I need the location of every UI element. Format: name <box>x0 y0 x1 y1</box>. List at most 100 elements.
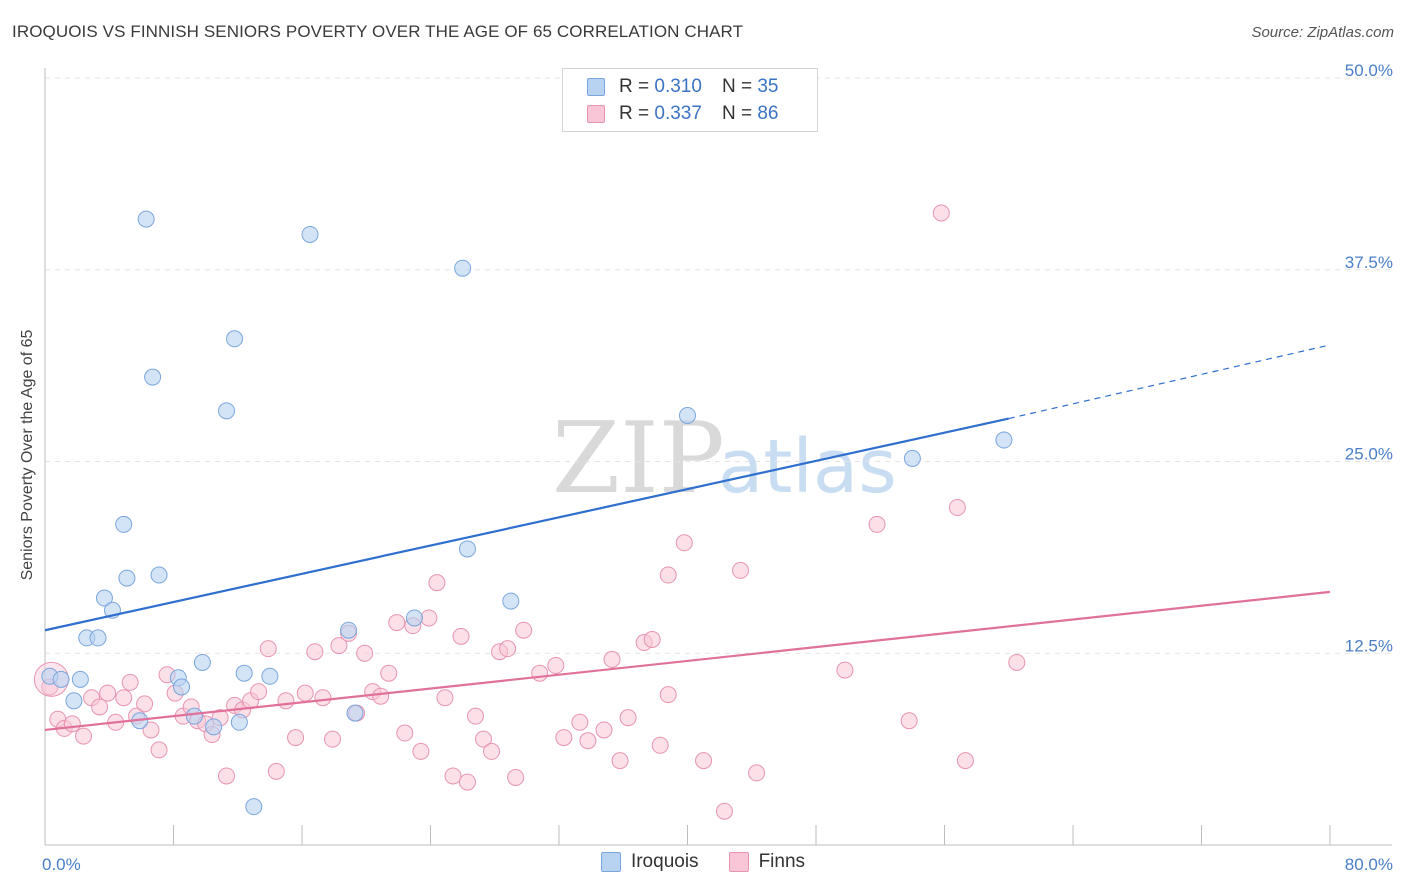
finns-point <box>356 644 374 662</box>
finns-point <box>1008 653 1026 671</box>
finns-point <box>91 698 109 716</box>
finns-point <box>675 534 693 552</box>
legend-n-value: 86 <box>757 103 779 124</box>
iroquois-point <box>995 431 1013 449</box>
iroquois-point <box>65 692 83 710</box>
legend-n-label: N = <box>721 103 753 124</box>
legend-row-iroquois: R = 0.310 N = 35 <box>587 75 778 99</box>
finns-trend-line <box>44 590 1331 732</box>
finns-point <box>659 686 677 704</box>
finns-point <box>330 637 348 655</box>
finns-point <box>63 715 81 733</box>
finns-point <box>579 732 597 750</box>
finns-point <box>150 741 168 759</box>
iroquois-swatch <box>600 852 621 872</box>
finns-point <box>715 802 733 820</box>
finns-point <box>651 736 669 754</box>
iroquois-point <box>235 664 253 682</box>
iroquois-trend-extension <box>1008 344 1331 420</box>
finns-point <box>314 689 332 707</box>
iroquois-point <box>115 515 133 533</box>
iroquois-swatch <box>587 78 605 96</box>
x-tick-label: 80.0% <box>1345 855 1393 874</box>
finns-point <box>900 712 918 730</box>
legend-item-iroquois: Iroquois <box>600 851 699 873</box>
finns-point <box>218 767 236 785</box>
y-tick-label: 25.0% <box>1345 445 1393 464</box>
legend-row-finns: R = 0.337 N = 86 <box>587 102 778 126</box>
finns-point <box>695 752 713 770</box>
x-tick-label: 0.0% <box>42 855 81 874</box>
finns-point <box>547 657 565 675</box>
iroquois-point <box>118 569 136 587</box>
iroquois-point <box>185 707 203 725</box>
finns-point <box>748 764 766 782</box>
watermark-atlas: atlas <box>718 424 897 510</box>
finns-point <box>619 709 637 727</box>
iroquois-point <box>458 540 476 558</box>
finns-point <box>932 204 950 222</box>
iroquois-point <box>903 449 921 467</box>
finns-point <box>99 684 117 702</box>
iroquois-point <box>405 609 423 627</box>
finns-point <box>571 713 589 731</box>
iroquois-point <box>226 330 244 348</box>
iroquois-point <box>245 798 263 816</box>
legend-r-label: R = <box>619 76 650 97</box>
y-tick-label: 37.5% <box>1345 253 1393 272</box>
legend-item-finns: Finns <box>728 851 806 873</box>
finns-point <box>659 566 677 584</box>
finns-point <box>136 695 154 713</box>
correlation-legend: R = 0.310 N = 35 R = 0.337 N = 86 <box>562 68 818 132</box>
series-legend: Iroquois Finns <box>0 851 1406 873</box>
legend-r-value: 0.310 <box>654 76 702 97</box>
iroquois-point <box>144 368 162 386</box>
source-credit: Source: ZipAtlas.com <box>1251 24 1394 41</box>
finns-point <box>306 643 324 661</box>
finns-point <box>836 661 854 679</box>
finns-point <box>142 721 160 739</box>
finns-point <box>428 574 446 592</box>
grid-lines <box>45 77 1392 654</box>
finns-point <box>380 664 398 682</box>
iroquois-point <box>137 210 155 228</box>
iroquois-point <box>173 678 191 696</box>
y-tick-label: 50.0% <box>1345 61 1393 80</box>
finns-point <box>324 730 342 748</box>
iroquois-point <box>301 225 319 243</box>
iroquois-point <box>340 621 358 639</box>
finns-point <box>499 640 517 658</box>
finns-point <box>115 689 133 707</box>
watermark-zip: ZIP <box>552 402 725 516</box>
finns-point <box>388 614 406 632</box>
finns-point <box>555 729 573 747</box>
iroquois-point <box>218 402 236 420</box>
iroquois-point <box>346 704 364 722</box>
finns-point <box>956 752 974 770</box>
trend-lines <box>44 344 1331 732</box>
legend-label-iroquois: Iroquois <box>630 851 699 872</box>
finns-point <box>458 773 476 791</box>
iroquois-point <box>89 629 107 647</box>
y-tick-label: 12.5% <box>1345 636 1393 655</box>
finns-point <box>444 767 462 785</box>
finns-point <box>466 707 484 725</box>
finns-point <box>515 621 533 639</box>
finns-point <box>420 609 438 627</box>
iroquois-point <box>502 592 520 610</box>
finns-point <box>396 724 414 742</box>
finns-swatch <box>728 852 749 872</box>
legend-n-value: 35 <box>757 76 779 97</box>
legend-r-label: R = <box>619 103 650 124</box>
finns-swatch <box>587 105 605 123</box>
iroquois-point <box>261 667 279 685</box>
iroquois-point <box>95 589 113 607</box>
finns-point <box>412 742 430 760</box>
legend-label-finns: Finns <box>758 851 806 872</box>
finns-point <box>948 499 966 517</box>
finns-point <box>277 692 295 710</box>
finns-point <box>452 627 470 645</box>
iroquois-point <box>679 406 696 424</box>
chart-title: IROQUOIS VS FINNISH SENIORS POVERTY OVER… <box>12 22 744 41</box>
finns-point <box>643 630 661 648</box>
